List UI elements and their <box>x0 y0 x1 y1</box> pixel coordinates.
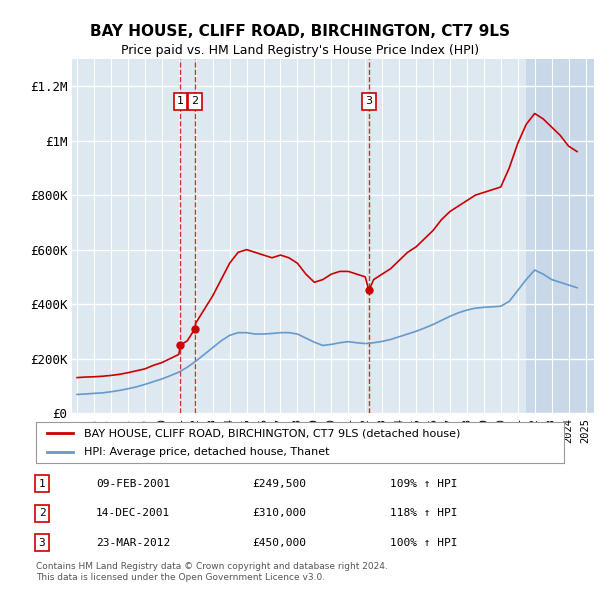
Text: 09-FEB-2001: 09-FEB-2001 <box>96 479 170 489</box>
Text: This data is licensed under the Open Government Licence v3.0.: This data is licensed under the Open Gov… <box>36 573 325 582</box>
Text: 3: 3 <box>365 97 373 106</box>
Text: 23-MAR-2012: 23-MAR-2012 <box>96 538 170 548</box>
Text: £310,000: £310,000 <box>252 509 306 518</box>
Text: 109% ↑ HPI: 109% ↑ HPI <box>390 479 458 489</box>
Text: BAY HOUSE, CLIFF ROAD, BIRCHINGTON, CT7 9LS (detached house): BAY HOUSE, CLIFF ROAD, BIRCHINGTON, CT7 … <box>83 428 460 438</box>
Text: Contains HM Land Registry data © Crown copyright and database right 2024.: Contains HM Land Registry data © Crown c… <box>36 562 388 571</box>
Text: Price paid vs. HM Land Registry's House Price Index (HPI): Price paid vs. HM Land Registry's House … <box>121 44 479 57</box>
Text: £450,000: £450,000 <box>252 538 306 548</box>
Text: 3: 3 <box>38 538 46 548</box>
Text: 2: 2 <box>38 509 46 518</box>
Text: 1: 1 <box>38 479 46 489</box>
Text: HPI: Average price, detached house, Thanet: HPI: Average price, detached house, Than… <box>83 447 329 457</box>
Text: 100% ↑ HPI: 100% ↑ HPI <box>390 538 458 548</box>
Text: BAY HOUSE, CLIFF ROAD, BIRCHINGTON, CT7 9LS: BAY HOUSE, CLIFF ROAD, BIRCHINGTON, CT7 … <box>90 24 510 38</box>
Text: 118% ↑ HPI: 118% ↑ HPI <box>390 509 458 518</box>
Text: 2: 2 <box>191 97 199 106</box>
Bar <box>526 59 594 413</box>
Text: 1: 1 <box>177 97 184 106</box>
Text: 14-DEC-2001: 14-DEC-2001 <box>96 509 170 518</box>
Text: £249,500: £249,500 <box>252 479 306 489</box>
